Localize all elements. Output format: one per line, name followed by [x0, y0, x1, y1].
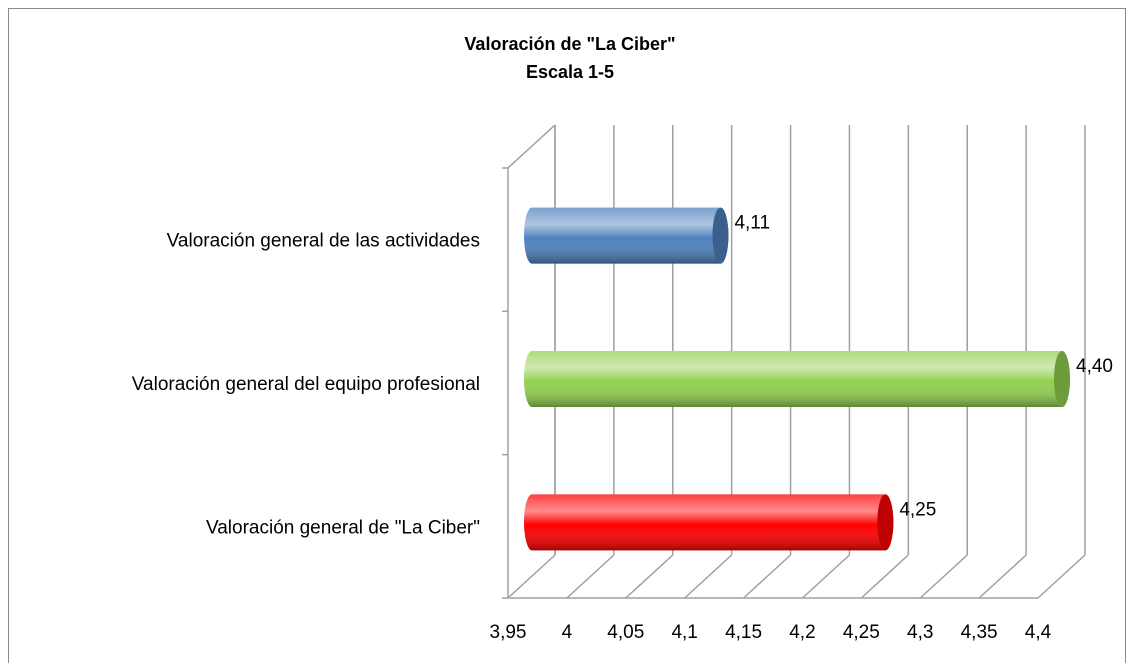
- bar: [524, 351, 1070, 407]
- bar: [524, 207, 729, 264]
- x-tick-label: 4,15: [725, 622, 762, 643]
- floor-line: [801, 554, 850, 599]
- floor-line: [566, 554, 615, 599]
- chart-border: [8, 8, 1126, 663]
- floor-line: [684, 554, 733, 599]
- chart-title: Valoración de "La Ciber": [464, 34, 675, 54]
- bar-cap-shade: [712, 207, 729, 264]
- value-label: 4,25: [899, 499, 936, 520]
- floor-line: [507, 554, 556, 599]
- bar-cap: [712, 207, 729, 264]
- x-tick-label: 4,4: [1025, 622, 1052, 643]
- chart-subtitle: Escala 1-5: [526, 62, 614, 82]
- floor-line: [978, 554, 1027, 599]
- bar-cap-shade: [877, 494, 894, 551]
- x-tick-label: 4,1: [671, 622, 697, 643]
- x-tick-label: 4: [562, 622, 573, 643]
- floor-line: [625, 554, 674, 599]
- value-label: 4,11: [734, 213, 770, 234]
- category-label: Valoración general de las actividades: [167, 231, 480, 252]
- floor-line: [860, 554, 909, 599]
- bar-shade: [524, 207, 729, 264]
- bar-cap: [1054, 351, 1070, 407]
- x-tick-label: 3,95: [490, 622, 527, 643]
- bar-shade: [524, 494, 894, 551]
- bar: [524, 494, 894, 551]
- x-tick-label: 4,2: [789, 622, 815, 643]
- x-tick-label: 4,05: [607, 622, 644, 643]
- x-tick-label: 4,25: [843, 622, 880, 643]
- floor-line: [743, 554, 792, 599]
- bar-shade: [524, 351, 1070, 407]
- x-tick-label: 4,3: [907, 622, 933, 643]
- category-label: Valoración general de "La Ciber": [206, 517, 480, 538]
- category-label: Valoración general del equipo profesiona…: [132, 374, 480, 395]
- floor-line: [1037, 554, 1086, 599]
- bar-cap: [877, 494, 894, 551]
- x-tick-label: 4,35: [961, 622, 998, 643]
- left-wall-top: [507, 124, 556, 169]
- value-label: 4,40: [1076, 356, 1113, 377]
- floor-line: [919, 554, 968, 599]
- bar-cap-shade: [1054, 351, 1070, 407]
